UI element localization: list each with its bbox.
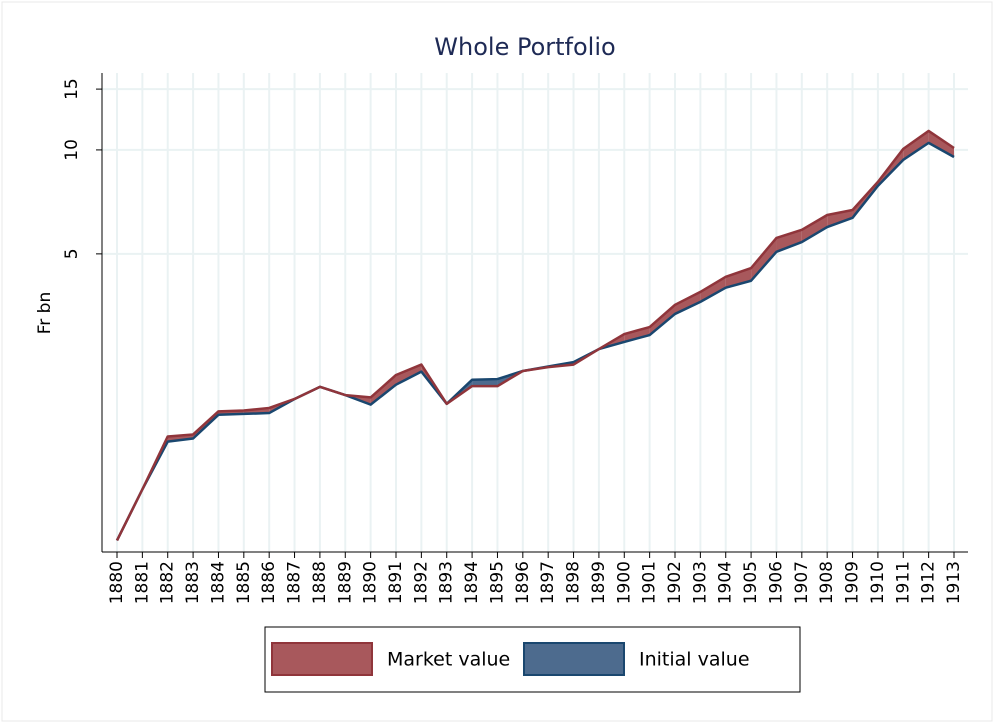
x-tick-label: 1900 bbox=[614, 561, 634, 604]
spread-band bbox=[700, 276, 726, 302]
y-tick-label: 10 bbox=[62, 139, 82, 161]
legend-swatch bbox=[523, 642, 625, 676]
legend-swatch bbox=[271, 642, 373, 676]
spread-band bbox=[725, 268, 752, 288]
x-tick-label: 1894 bbox=[462, 561, 482, 604]
x-tick-label: 1892 bbox=[411, 561, 431, 604]
x-tick-label: 1881 bbox=[132, 561, 152, 604]
x-tick-label: 1889 bbox=[335, 561, 355, 604]
spread-band bbox=[624, 327, 650, 342]
x-tick-label: 1884 bbox=[208, 561, 228, 604]
spread-band bbox=[928, 130, 954, 157]
spread-band bbox=[370, 374, 396, 405]
x-tick-label: 1882 bbox=[158, 561, 178, 604]
x-tick-label: 1910 bbox=[868, 561, 888, 604]
plot bbox=[115, 129, 955, 541]
x-tick-label: 1897 bbox=[538, 561, 558, 604]
x-tick-label: 1899 bbox=[589, 561, 609, 604]
x-tick-label: 1880 bbox=[107, 561, 127, 604]
x-tick-label: 1888 bbox=[310, 561, 330, 604]
spread-band bbox=[675, 291, 701, 314]
spread-band bbox=[776, 229, 802, 252]
x-tick-label: 1913 bbox=[944, 561, 964, 604]
spread-band bbox=[751, 237, 777, 281]
x-tick-label: 1895 bbox=[487, 561, 507, 604]
x-tick-label: 1891 bbox=[386, 561, 406, 604]
y-tick-label: 15 bbox=[62, 78, 82, 100]
spread-band bbox=[649, 304, 675, 336]
x-tick-label: 1906 bbox=[766, 561, 786, 604]
x-tick-label: 1903 bbox=[690, 561, 710, 604]
y-axis-label: Fr bn bbox=[35, 292, 55, 335]
x-tick-label: 1886 bbox=[259, 561, 279, 604]
x-tick-label: 1885 bbox=[234, 561, 254, 604]
x-tick-label: 1902 bbox=[665, 561, 685, 604]
spread-band bbox=[396, 364, 422, 385]
x-tick-label: 1912 bbox=[919, 561, 939, 604]
x-tick-label: 1890 bbox=[361, 561, 381, 604]
legend-items: Market value Initial value bbox=[271, 642, 750, 676]
x-tick-label: 1907 bbox=[792, 561, 812, 604]
x-tick-label: 1898 bbox=[564, 561, 584, 604]
y-tick-label: 5 bbox=[62, 248, 82, 259]
axes: 1880 1881 1882 1883 1884 1885 1886 1887 1888 1889… bbox=[62, 78, 964, 604]
legend-label: Initial value bbox=[639, 649, 750, 671]
x-tick-label: 1883 bbox=[183, 561, 203, 604]
x-tick-label: 1909 bbox=[843, 561, 863, 604]
grid bbox=[102, 73, 968, 552]
series-line bbox=[115, 129, 955, 541]
spread-band bbox=[801, 214, 828, 243]
x-tick-label: 1908 bbox=[817, 561, 837, 604]
x-tick-label: 1887 bbox=[285, 561, 305, 604]
x-tick-label: 1893 bbox=[437, 561, 457, 604]
x-tick-label: 1901 bbox=[640, 561, 660, 604]
x-tick-label: 1904 bbox=[716, 561, 736, 604]
legend-label: Market value bbox=[387, 649, 510, 671]
x-tick-label: 1911 bbox=[893, 561, 913, 604]
chart-title: Whole Portfolio bbox=[434, 33, 615, 61]
x-tick-label: 1905 bbox=[741, 561, 761, 604]
x-tick-label: 1896 bbox=[513, 561, 533, 604]
spread-band bbox=[903, 130, 929, 160]
